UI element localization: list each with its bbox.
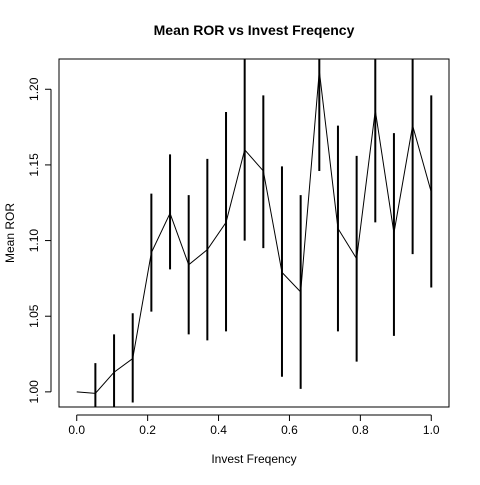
x-tick-label: 0.4 (210, 423, 227, 437)
series-line (76, 71, 432, 394)
x-axis: 0.0 0.2 0.4 0.6 0.8 1.0 (68, 414, 440, 437)
y-axis: 1.00 1.05 1.10 1.15 1.20 (27, 77, 52, 404)
y-tick-label: 1.15 (27, 153, 41, 177)
y-tick-label: 1.20 (27, 77, 41, 101)
x-tick-label: 0.0 (68, 423, 85, 437)
y-tick-label: 1.00 (27, 380, 41, 404)
x-tick-label: 0.6 (281, 423, 298, 437)
x-axis-label: Invest Freqency (211, 452, 296, 466)
chart-title: Mean ROR vs Invest Freqency (154, 22, 355, 38)
y-tick-label: 1.10 (27, 229, 41, 253)
y-axis-label: Mean ROR (3, 203, 17, 263)
x-tick-label: 0.2 (139, 423, 156, 437)
series-lines (76, 71, 432, 394)
x-tick-label: 0.8 (352, 423, 369, 437)
y-tick-label: 1.05 (27, 304, 41, 328)
x-tick-label: 1.0 (423, 423, 440, 437)
plot-frame (58, 58, 450, 408)
